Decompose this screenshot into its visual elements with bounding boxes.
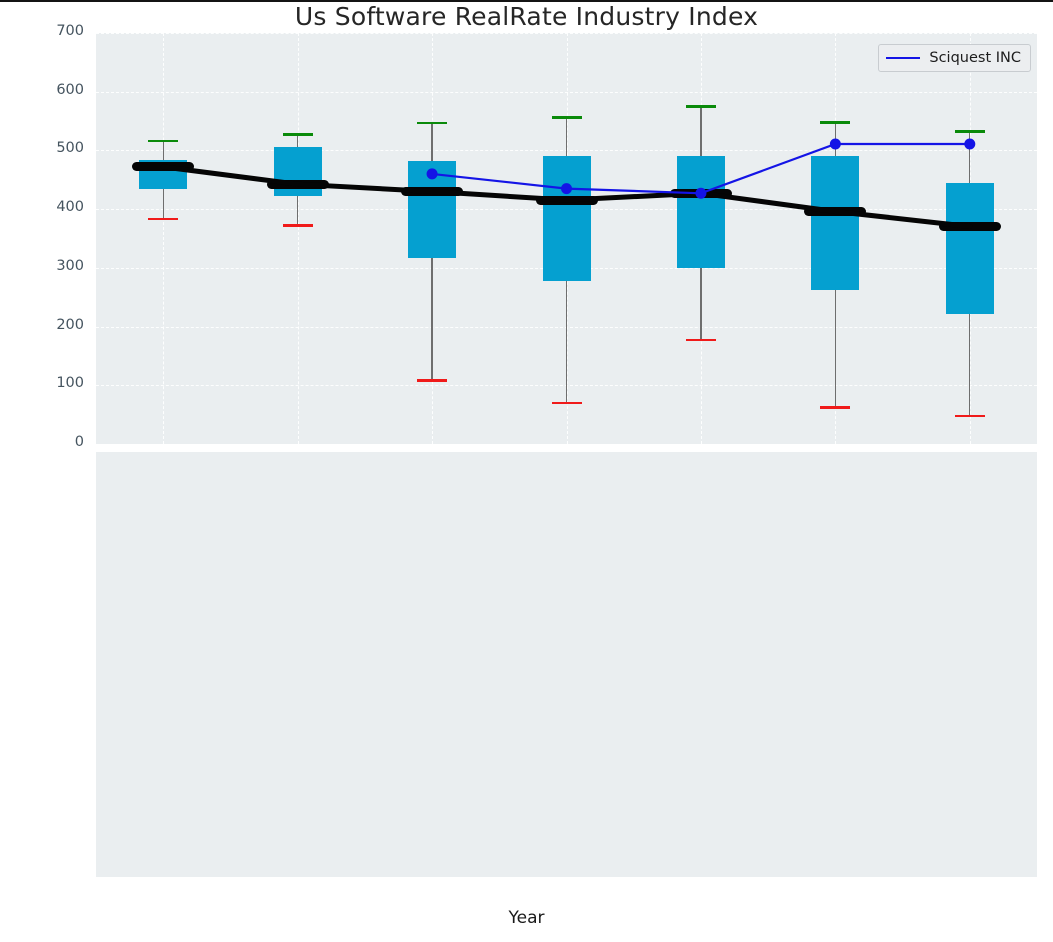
zero-baseline (0, 0, 1053, 2)
legend[interactable]: Sciquest INC (878, 44, 1031, 72)
median-bar (669, 188, 732, 198)
y-tick-label: 600 (56, 81, 84, 98)
whisker-cap-90th (954, 130, 985, 133)
whisker-cap-10th (551, 401, 582, 405)
y-tick-label: 700 (56, 23, 84, 39)
y-tick-label: 100 (56, 375, 84, 392)
median-bar (401, 187, 464, 197)
whisker-cap-90th (417, 121, 448, 125)
chart-title: Us Software RealRate Industry Index (294, 2, 759, 31)
y-tick-label: 0 (74, 434, 84, 450)
median-bar (938, 221, 1001, 231)
legend-line-swatch-sciquest-inc (886, 56, 921, 60)
y-tick-label: 300 (56, 257, 84, 274)
box-interquartile-range (542, 156, 591, 282)
whisker-cap-90th (820, 120, 851, 124)
whisker-cap-90th (685, 105, 716, 108)
whisker-cap-10th (148, 217, 179, 221)
median-bar (535, 195, 598, 205)
x-axis-label: Year (508, 908, 545, 928)
box-interquartile-range (945, 182, 994, 315)
legend-label-sciquest-inc: Sciquest INC (929, 50, 1021, 66)
whisker-cap-90th (148, 139, 179, 143)
whisker-cap-10th (820, 406, 851, 409)
bottom-panel-plot-area (96, 452, 1037, 877)
whisker-cap-10th (685, 338, 716, 342)
median-bar (266, 179, 329, 189)
whisker-cap-90th (551, 116, 582, 119)
y-tick-label: 500 (56, 140, 84, 157)
y-tick-label: 400 (56, 199, 84, 216)
median-bar (804, 206, 867, 216)
box-interquartile-range (676, 156, 725, 268)
box-interquartile-range (408, 160, 457, 259)
gridline (96, 444, 1037, 445)
gridline-vertical (163, 33, 165, 444)
gridline-vertical (297, 33, 299, 444)
whisker-cap-10th (282, 224, 313, 227)
whisker-cap-90th (282, 133, 313, 136)
whisker-cap-10th (954, 414, 985, 418)
box-interquartile-range (811, 156, 860, 291)
y-tick-label: 200 (56, 316, 84, 333)
median-bar (132, 162, 195, 172)
whisker-cap-10th (417, 379, 448, 382)
